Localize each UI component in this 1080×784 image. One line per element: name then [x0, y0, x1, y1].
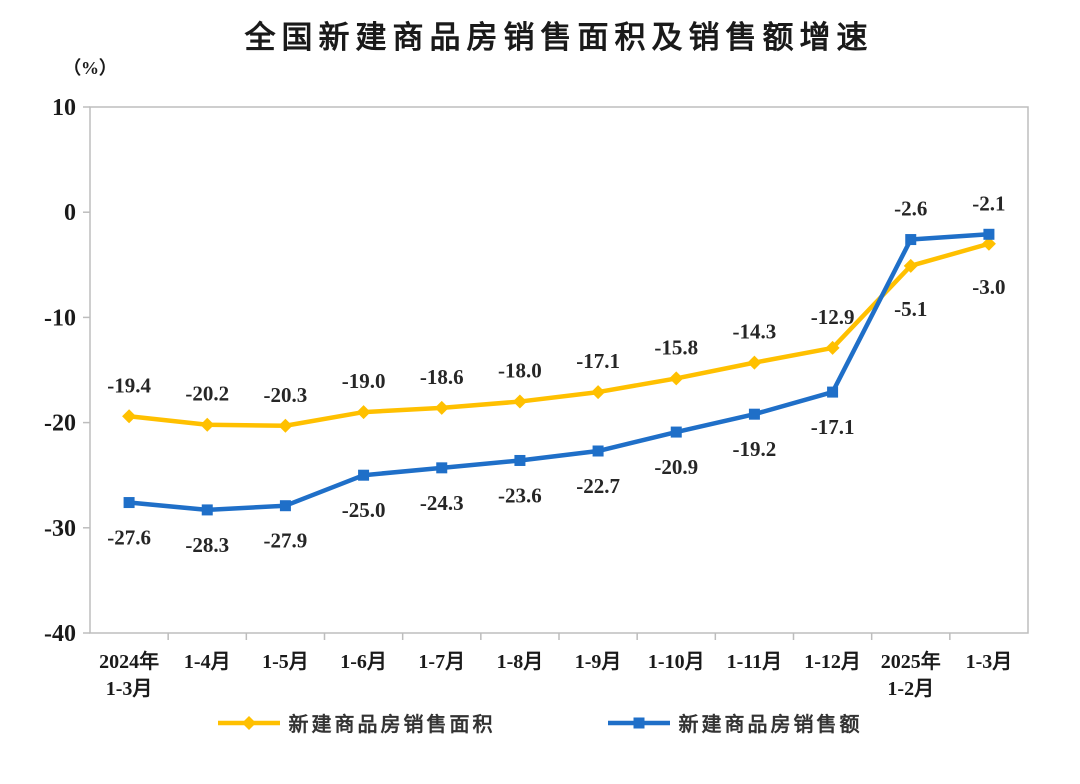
legend-item-sales-amount: 新建商品房销售额	[607, 708, 863, 737]
series-1-data-label: -27.9	[264, 529, 308, 553]
legend-swatch-sales-area	[217, 715, 280, 730]
series-1-data-label: -17.1	[811, 415, 855, 439]
series-1-point-marker	[592, 445, 604, 457]
series-0-point-marker	[278, 418, 293, 433]
series-0-point-marker	[591, 385, 606, 400]
series-1-data-label: -24.3	[420, 491, 464, 515]
x-axis-category-label: 1-4月	[184, 651, 231, 673]
y-axis-tick-label: -20	[44, 411, 76, 437]
series-0-data-label: -3.0	[972, 275, 1005, 299]
series-0-point-marker	[512, 394, 527, 409]
series-1-data-label: -20.9	[654, 455, 698, 479]
series-1-point-marker	[436, 462, 448, 474]
y-axis-tick-label: 10	[52, 95, 76, 121]
series-line-0	[126, 241, 992, 429]
series-0-data-label: -18.0	[498, 359, 542, 383]
y-axis-tick-label: -30	[44, 516, 76, 542]
series-1-point-marker	[983, 228, 995, 240]
y-axis-tick-label: -10	[44, 305, 76, 331]
x-axis-category-label: 1-6月	[340, 651, 387, 673]
series-1-data-label: -2.6	[894, 197, 927, 221]
series-0-point-marker	[825, 340, 840, 355]
series-1-point-marker	[748, 408, 760, 420]
y-axis-unit-label: （%）	[63, 58, 117, 78]
series-1-point-marker	[670, 426, 682, 438]
series-1-point-marker	[358, 469, 370, 481]
series-0-data-label: -17.1	[576, 349, 620, 373]
series-0-point-marker	[200, 417, 215, 432]
series-1-point-marker	[905, 234, 917, 246]
x-axis-category-label: 1-3月	[966, 651, 1013, 673]
x-axis-category-label: 1-3月	[106, 678, 153, 700]
x-axis-category-label: 1-9月	[575, 651, 622, 673]
series-1-data-label: -2.1	[972, 191, 1005, 215]
x-axis-category-label: 1-8月	[497, 651, 544, 673]
y-axis-tick-label: -40	[44, 621, 76, 647]
series-0-point-marker	[122, 409, 137, 424]
x-axis-category-label: 1-5月	[262, 651, 309, 673]
series-line-1	[126, 232, 992, 513]
y-axis-tick-label: 0	[64, 200, 76, 226]
series-1-data-label: -19.2	[733, 437, 777, 461]
series-0-point-marker	[356, 405, 371, 420]
series-1-data-label: -22.7	[576, 474, 620, 498]
plot-area-border	[89, 106, 1029, 634]
series-0-point-marker	[747, 355, 762, 370]
legend-diamond-marker	[241, 715, 256, 730]
series-0-data-label: -19.0	[342, 369, 386, 393]
series-1-point-marker	[201, 504, 213, 516]
series-0-point-marker	[981, 236, 996, 251]
x-axis-category-label: 1-11月	[727, 651, 783, 673]
x-axis-category-label: 1-2月	[887, 678, 934, 700]
series-0-data-label: -19.4	[107, 373, 151, 397]
chart-title: 全国新建商品房销售面积及销售额增速	[244, 20, 874, 55]
series-1-data-label: -27.6	[107, 526, 151, 550]
series-0-data-label: -20.3	[264, 383, 308, 407]
series-0-point-marker	[434, 400, 449, 415]
series-0-data-label: -20.2	[185, 382, 229, 406]
series-0-point-marker	[669, 371, 684, 386]
series-1-point-marker	[827, 386, 839, 398]
series-1-data-label: -28.3	[185, 533, 229, 557]
x-axis-category-label: 1-12月	[804, 651, 861, 673]
series-1-data-label: -25.0	[342, 498, 386, 522]
series-1-point-marker	[514, 454, 526, 466]
x-axis-category-label: 2025年	[881, 649, 941, 673]
series-0-data-label: -12.9	[811, 305, 855, 329]
series-0-data-label: -14.3	[733, 320, 777, 344]
x-axis-category-label: 1-7月	[418, 651, 465, 673]
series-1-point-marker	[279, 500, 291, 512]
legend-swatch-sales-amount	[607, 717, 670, 728]
chart-legend: 新建商品房销售面积 新建商品房销售额	[0, 708, 1080, 737]
series-0-point-marker	[903, 258, 918, 273]
series-0-data-label: -15.8	[654, 335, 698, 359]
legend-label-sales-area: 新建商品房销售面积	[288, 714, 496, 736]
legend-item-sales-area: 新建商品房销售面积	[217, 708, 496, 737]
series-0-data-label: -18.6	[420, 365, 464, 389]
series-1-data-label: -23.6	[498, 483, 542, 507]
legend-square-marker	[633, 717, 644, 728]
x-axis-category-label: 2024年	[99, 649, 159, 673]
series-1-point-marker	[123, 497, 135, 509]
series-0-data-label: -5.1	[894, 297, 927, 321]
line-chart-plot: （%） 10 0 -10 -20 -30 -40 2024年 1-3月 1-4月 1-5月 1-6月 1…	[44, 58, 1029, 700]
legend-label-sales-amount: 新建商品房销售额	[678, 714, 863, 736]
x-axis-category-label: 1-10月	[648, 651, 705, 673]
